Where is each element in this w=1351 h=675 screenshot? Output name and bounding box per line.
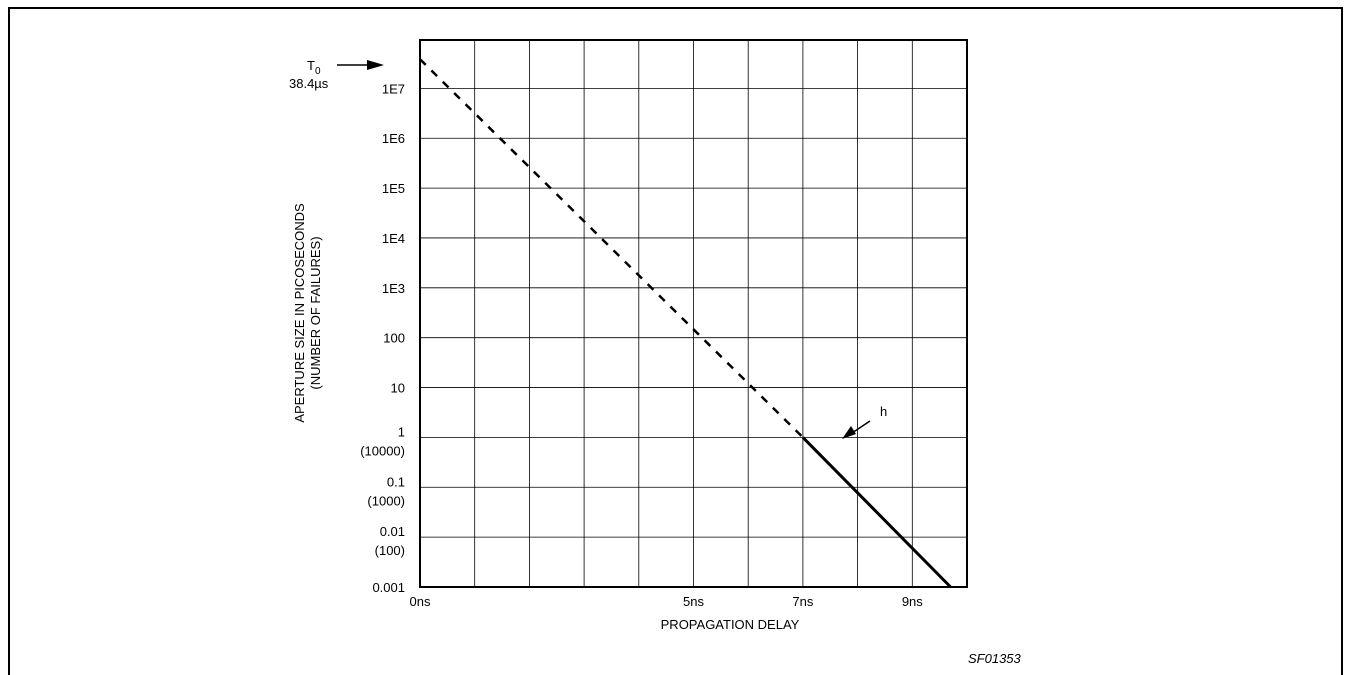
y-tick-sublabel: (100) [375, 543, 405, 558]
h-annotation: h [842, 404, 887, 439]
y-tick-sublabel: (10000) [360, 443, 405, 458]
y-tick-label: 0.001 [372, 580, 405, 595]
y-tick-label: 1E5 [382, 181, 405, 196]
y-tick-label: 10 [391, 381, 405, 396]
plot-area-border [419, 39, 968, 588]
series-layer [419, 58, 952, 589]
grid [420, 40, 967, 587]
y-axis-label-line1: APERTURE SIZE IN PICOSECONDS [292, 203, 307, 423]
y-tick-label: 0.1 [387, 474, 405, 489]
x-tick-label: 0ns [410, 594, 431, 609]
t0-subscript: 0 [315, 66, 321, 77]
y-tick-label: 100 [383, 331, 405, 346]
y-axis-label-line2: (NUMBER OF FAILURES) [308, 236, 323, 389]
x-tick-label: 5ns [683, 594, 704, 609]
x-tick-label: 7ns [792, 594, 813, 609]
h-label: h [880, 404, 887, 419]
y-tick-label: 1E4 [382, 231, 405, 246]
series-line-dashed [419, 58, 804, 439]
y-tick-label: 0.01 [380, 524, 405, 539]
y-tick-label: 1E6 [382, 131, 405, 146]
x-tick-label: 9ns [902, 594, 923, 609]
figure-id: SF01353 [968, 651, 1022, 666]
t0-arrow-head [367, 60, 384, 70]
h-arrow-shaft [851, 420, 871, 434]
figure-frame [8, 7, 1343, 675]
series-line-solid [801, 436, 952, 589]
y-axis-label: APERTURE SIZE IN PICOSECONDS (NUMBER OF … [292, 203, 323, 423]
x-tick-labels: 0ns 5ns 7ns 9ns [410, 594, 924, 609]
x-axis-label: PROPAGATION DELAY [661, 617, 800, 632]
y-tick-sublabel: (1000) [367, 493, 405, 508]
t0-label: T0 [307, 58, 321, 77]
y-tick-label: 1E3 [382, 281, 405, 296]
y-tick-label: 1E7 [382, 81, 405, 96]
t0-annotation: T0 38.4µs [289, 58, 384, 91]
y-tick-label: 1 [398, 424, 405, 439]
h-arrow-head [842, 426, 856, 439]
t0-letter: T [307, 58, 315, 73]
t0-value: 38.4µs [289, 76, 329, 91]
y-tick-labels: 0.001 0.01 (100) 0.1 (1000) 1 (10000) 10 100 1E3 1… [360, 81, 405, 595]
